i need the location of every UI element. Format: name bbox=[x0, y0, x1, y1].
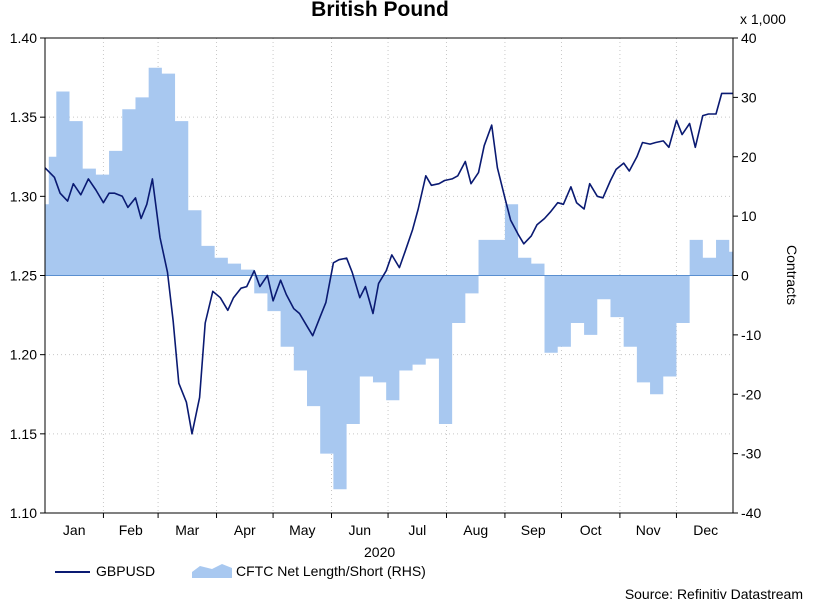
cftc-area-series bbox=[45, 67, 733, 490]
month-label-feb: Feb bbox=[119, 522, 143, 538]
legend-label-gbpusd: GBPUSD bbox=[96, 563, 156, 579]
month-label-aug: Aug bbox=[463, 522, 488, 538]
left-tick-label: 1.35 bbox=[10, 109, 37, 125]
legend-label-cftc: CFTC Net Length/Short (RHS) bbox=[236, 563, 426, 579]
right-tick-label: 30 bbox=[741, 89, 757, 105]
legend bbox=[55, 564, 232, 578]
gbpusd-line-series bbox=[44, 92, 733, 435]
left-axis-ticks: 1.40 1.35 1.30 1.25 1.20 1.15 1.10 bbox=[10, 30, 45, 521]
source-note: Source: Refinitiv Datastream bbox=[624, 586, 803, 602]
chart-title: British Pound bbox=[311, 0, 449, 21]
month-label-dec: Dec bbox=[693, 522, 718, 538]
left-tick-label: 1.10 bbox=[10, 505, 37, 521]
right-tick-label: -20 bbox=[741, 386, 761, 402]
x-axis-month-labels: Jan Feb Mar Apr May Jun Jul Aug Sep Oct Nov Dec bbox=[63, 513, 718, 538]
right-tick-label: 20 bbox=[741, 149, 757, 165]
left-tick-label: 1.40 bbox=[10, 30, 37, 46]
left-tick-label: 1.15 bbox=[10, 426, 37, 442]
month-label-sep: Sep bbox=[521, 522, 546, 538]
right-tick-label: 10 bbox=[741, 208, 757, 224]
gbpusd-line bbox=[44, 92, 733, 435]
month-label-jul: Jul bbox=[408, 522, 426, 538]
right-axis-ticks: 40 30 20 10 0 -10 -20 -30 -40 bbox=[733, 30, 761, 521]
right-tick-label: 0 bbox=[741, 268, 749, 284]
month-label-may: May bbox=[289, 522, 315, 538]
month-label-jan: Jan bbox=[63, 522, 86, 538]
x-axis-year-label: 2020 bbox=[364, 544, 396, 560]
legend-swatch-cftc bbox=[192, 564, 232, 578]
left-tick-label: 1.25 bbox=[10, 268, 37, 284]
month-label-mar: Mar bbox=[175, 522, 199, 538]
right-axis-units: x 1,000 bbox=[740, 11, 786, 27]
month-label-apr: Apr bbox=[234, 522, 256, 538]
month-label-nov: Nov bbox=[636, 522, 661, 538]
left-tick-label: 1.30 bbox=[10, 188, 37, 204]
month-label-jun: Jun bbox=[348, 522, 371, 538]
month-label-oct: Oct bbox=[580, 522, 602, 538]
right-tick-label: -40 bbox=[741, 505, 761, 521]
right-tick-label: -10 bbox=[741, 327, 761, 343]
right-tick-label: 40 bbox=[741, 30, 757, 46]
right-axis-label: Contracts bbox=[784, 245, 800, 305]
cftc-net-area bbox=[45, 67, 733, 490]
left-tick-label: 1.20 bbox=[10, 347, 37, 363]
right-tick-label: -30 bbox=[741, 446, 761, 462]
